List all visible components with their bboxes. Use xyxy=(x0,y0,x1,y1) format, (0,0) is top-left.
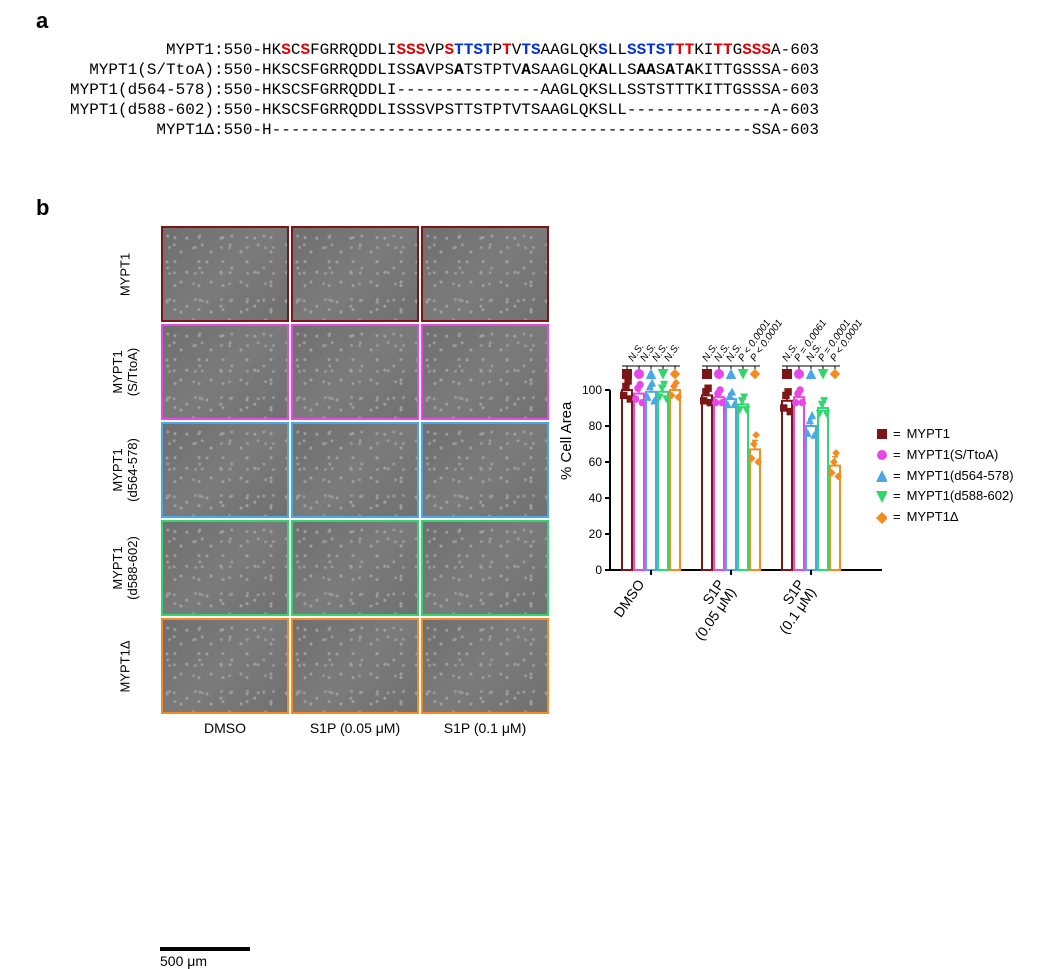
grid-col-label: S1P (0.05 μM) xyxy=(290,720,420,736)
panel-a: MYPT1:550-HKSCSFGRRQDDLISSSVPSTTSTPTVTSA… xyxy=(70,40,980,140)
sequence-row-label: MYPT1(S/TtoA): xyxy=(70,60,224,80)
svg-text:S1P(0.05 μM): S1P(0.05 μM) xyxy=(680,577,739,644)
y-axis-title: % Cell Area xyxy=(558,402,575,480)
legend-label: MYPT1Δ xyxy=(907,507,959,528)
micrograph-cell xyxy=(161,520,289,616)
panel-b-label: b xyxy=(36,195,49,221)
micrograph-cell xyxy=(161,226,289,322)
sequence-row: 550-HKSCSFGRRQDDLISSSVPSTTSTPTVTSAAGLQKS… xyxy=(224,40,819,60)
chart-legend: =MYPT1=MYPT1(S/TtoA)=MYPT1(d564-578)=MYP… xyxy=(875,424,1014,528)
grid-col-label: S1P (0.1 μM) xyxy=(420,720,550,736)
svg-text:0: 0 xyxy=(595,563,602,577)
legend-marker-icon xyxy=(875,428,887,440)
legend-item: =MYPT1 xyxy=(875,424,1014,445)
legend-item: =MYPT1(S/TtoA) xyxy=(875,445,1014,466)
legend-item: =MYPT1(d588-602) xyxy=(875,486,1014,507)
micrograph-cell xyxy=(421,226,549,322)
legend-marker-icon xyxy=(875,491,887,503)
sequence-row: 550-H-----------------------------------… xyxy=(224,120,819,140)
svg-text:60: 60 xyxy=(589,455,603,469)
legend-item: =MYPT1(d564-578) xyxy=(875,466,1014,487)
sequence-row-label: MYPT1: xyxy=(70,40,224,60)
panel-b: MYPT1 MYPT1(S/TtoA) MYPT1(d564-578) MYPT1(d… xyxy=(90,225,550,741)
grid-row-label: MYPT1(S/TtoA) xyxy=(110,337,140,407)
micrograph-cell xyxy=(291,226,419,322)
micrograph-cell xyxy=(291,324,419,420)
grid-row-label: MYPT1(d588-602) xyxy=(110,533,140,603)
sequence-row-label: MYPT1(d564-578): xyxy=(70,80,224,100)
legend-label: MYPT1(S/TtoA) xyxy=(907,445,999,466)
scale-bar-text: 500 μm xyxy=(160,953,288,969)
micrograph-cell xyxy=(291,422,419,518)
grid-row-label: MYPT1 xyxy=(118,239,133,309)
scale-bar: 500 μm xyxy=(160,947,288,969)
svg-text:40: 40 xyxy=(589,491,603,505)
sequence-row-label: MYPT1Δ: xyxy=(70,120,224,140)
svg-text:20: 20 xyxy=(589,527,603,541)
svg-text:80: 80 xyxy=(589,419,603,433)
legend-marker-icon xyxy=(875,470,887,482)
micrograph-cell xyxy=(161,324,289,420)
legend-label: MYPT1 xyxy=(907,424,950,445)
legend-label: MYPT1(d588-602) xyxy=(907,486,1014,507)
legend-item: =MYPT1Δ xyxy=(875,507,1014,528)
grid-row-label: MYPT1Δ xyxy=(118,631,133,701)
grid-row-label: MYPT1(d564-578) xyxy=(110,435,140,505)
legend-label: MYPT1(d564-578) xyxy=(907,466,1014,487)
micrograph-cell xyxy=(291,520,419,616)
micrograph-cell xyxy=(421,324,549,420)
micrograph-cell xyxy=(421,618,549,714)
micrograph-cell xyxy=(161,618,289,714)
panel-a-label: a xyxy=(36,8,48,34)
svg-text:100: 100 xyxy=(582,383,602,397)
micrograph-cell xyxy=(161,422,289,518)
image-grid: MYPT1 MYPT1(S/TtoA) MYPT1(d564-578) MYPT1(d… xyxy=(90,225,550,741)
sequence-row: 550-HKSCSFGRRQDDLISSAVPSATSTPTVASAAGLQKA… xyxy=(224,60,819,80)
sequence-row: 550-HKSCSFGRRQDDLI---------------AAGLQKS… xyxy=(224,80,819,100)
micrograph-cell xyxy=(421,422,549,518)
grid-col-label: DMSO xyxy=(160,720,290,736)
sequence-alignment-table: MYPT1:550-HKSCSFGRRQDDLISSSVPSTTSTPTVTSA… xyxy=(70,40,819,140)
scale-bar-line xyxy=(160,947,250,951)
svg-text:DMSO: DMSO xyxy=(610,576,647,620)
micrograph-cell xyxy=(291,618,419,714)
legend-marker-icon xyxy=(875,449,887,461)
legend-marker-icon xyxy=(875,512,887,524)
svg-text:S1P(0.1 μM): S1P(0.1 μM) xyxy=(764,577,819,637)
sequence-row: 550-HKSCSFGRRQDDLISSSVPSTTSTPTVTSAAGLQKS… xyxy=(224,100,819,120)
micrograph-cell xyxy=(421,520,549,616)
sequence-row-label: MYPT1(d588-602): xyxy=(70,100,224,120)
